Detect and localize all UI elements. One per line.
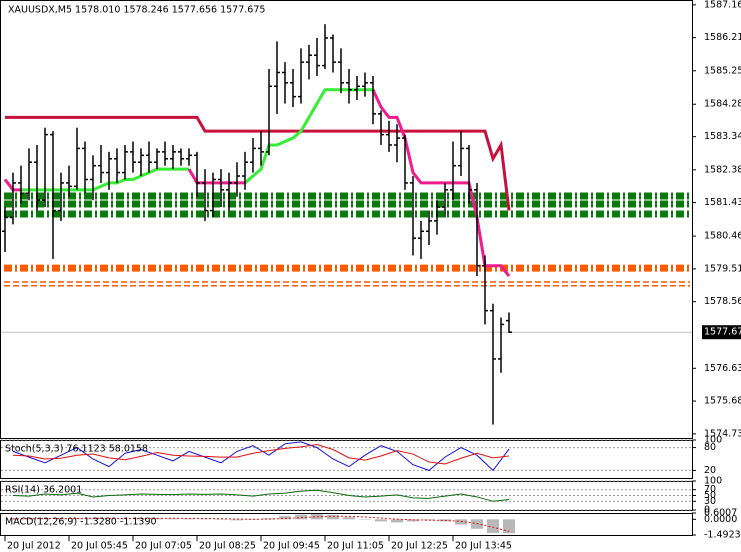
histogram-bar	[391, 519, 403, 523]
histogram-bar	[295, 514, 307, 520]
histogram-bar	[359, 519, 371, 520]
y-tick-label: -1.4923	[704, 530, 741, 541]
y-tick-label: 20	[704, 465, 716, 476]
histogram-bar	[327, 515, 339, 520]
x-tick-label: 20 Jul 07:05	[135, 541, 192, 552]
panel-title: Stoch(5,3,3) 76.1123 58.0158	[5, 444, 148, 455]
y-tick-label: 1580.46	[704, 231, 741, 242]
y-tick-label: 0.0000	[704, 514, 737, 525]
y-tick-label: 1585.25	[704, 65, 741, 76]
x-tick-label: 20 Jul 08:25	[199, 541, 256, 552]
panel-title: RSI(14) 36.2001	[5, 485, 82, 496]
chart-title: XAUUSDX,M5 1578.010 1578.246 1577.656 15…	[8, 5, 265, 16]
x-tick-label: 20 Jul 05:45	[71, 541, 128, 552]
histogram-bar	[231, 519, 243, 521]
y-tick-label: 0.6007	[704, 508, 737, 519]
y-tick-label: 1587.16	[704, 0, 741, 10]
histogram-bar	[407, 519, 419, 522]
current-price-label: 1577.67	[704, 327, 741, 338]
y-tick-label: 70	[704, 484, 716, 495]
y-tick-label: 1579.51	[704, 263, 741, 274]
histogram-bar	[471, 519, 483, 529]
y-tick-label: 1586.21	[704, 32, 741, 43]
histogram-bar	[455, 519, 467, 525]
y-tick-label: 1581.43	[704, 197, 741, 208]
histogram-bar	[7, 518, 19, 520]
y-tick-label: 100	[704, 476, 722, 487]
oscillator-line	[12, 444, 510, 465]
x-tick-label: 20 Jul 13:45	[455, 541, 512, 552]
y-tick-label: 1584.28	[704, 99, 741, 110]
x-tick-label: 20 Jul 09:45	[263, 541, 320, 552]
y-tick-label: 1575.68	[704, 396, 741, 407]
histogram-bar	[103, 518, 115, 520]
y-tick-label: 0	[704, 505, 710, 516]
histogram-bar	[183, 518, 195, 520]
signal-line	[12, 515, 510, 532]
histogram-bar	[167, 518, 179, 520]
y-tick-label: 1574.73	[704, 428, 741, 439]
histogram-bar	[279, 516, 291, 520]
y-tick-label: 1578.56	[704, 296, 741, 307]
oscillator-line	[12, 489, 510, 502]
y-tick-label: 100	[704, 435, 722, 446]
oscillator-line	[12, 441, 510, 472]
histogram-bar	[199, 518, 211, 520]
histogram-bar	[87, 518, 99, 520]
histogram-bar	[503, 519, 515, 534]
panel-frame	[0, 513, 693, 536]
y-tick-label: 80	[704, 442, 716, 453]
y-tick-label: 30	[704, 496, 716, 507]
y-tick-label: 50	[704, 490, 716, 501]
histogram-bar	[215, 519, 227, 520]
x-tick-label: 20 Jul 12:25	[391, 541, 448, 552]
histogram-bar	[375, 519, 387, 522]
y-tick-label: 1576.63	[704, 363, 741, 374]
x-tick-label: 20 Jul 11:05	[327, 541, 384, 552]
x-tick-label: 20 Jul 2012	[7, 541, 61, 552]
y-tick-label: 1582.38	[704, 164, 741, 175]
panel-title: MACD(12,26,9) -1.3280 -1.1390	[5, 517, 157, 528]
current-price-box	[702, 325, 741, 340]
y-tick-label: 1583.34	[704, 131, 741, 142]
panel-frame	[0, 0, 693, 439]
histogram-bar	[487, 519, 499, 533]
indicator-line	[5, 115, 511, 211]
histogram-bar	[343, 517, 355, 520]
